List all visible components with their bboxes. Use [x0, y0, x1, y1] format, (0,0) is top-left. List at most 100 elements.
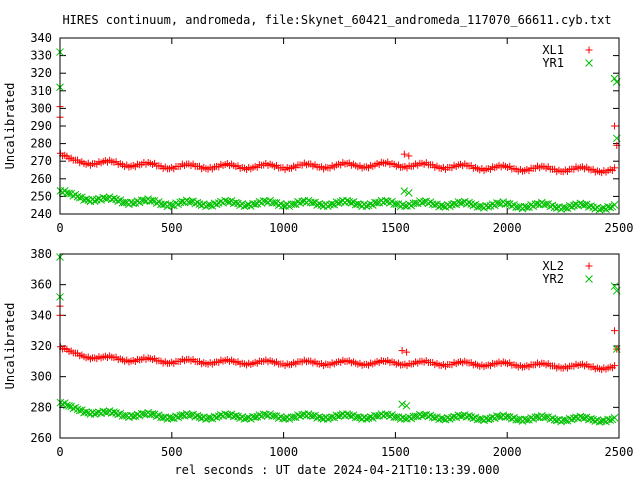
data-point [611, 164, 619, 172]
data-point [167, 201, 176, 210]
data-point [484, 202, 493, 211]
data-point [110, 194, 118, 203]
data-point [202, 415, 210, 423]
data-point [347, 199, 356, 207]
x-tick-label: 2500 [605, 445, 634, 459]
plot-frame [59, 253, 620, 439]
data-point [599, 416, 608, 425]
y-axis-label: Uncalibrated [3, 83, 17, 170]
x-tick-label: 500 [161, 221, 183, 235]
data-point [95, 194, 103, 203]
data-point [439, 202, 448, 211]
data-point [148, 196, 157, 205]
data-point [120, 198, 129, 207]
data-point [366, 413, 375, 421]
data-point [159, 413, 167, 422]
data-point [270, 198, 279, 207]
data-point [514, 203, 523, 212]
data-point [270, 412, 279, 420]
y-tick-label: 340 [30, 308, 52, 322]
data-point [90, 410, 99, 418]
data-point [450, 412, 458, 421]
data-point [557, 417, 565, 426]
data-point [561, 416, 570, 425]
data-point [475, 415, 484, 423]
data-point [240, 202, 249, 210]
series-xl2 [56, 302, 621, 374]
data-point [221, 410, 230, 418]
data-point [392, 200, 401, 208]
data-point [392, 413, 401, 421]
y-tick-label: 380 [30, 247, 52, 261]
data-point [152, 199, 161, 207]
series-yr1 [56, 48, 621, 214]
y-tick-label: 320 [30, 339, 52, 353]
outlier-point [403, 348, 411, 356]
data-point [202, 202, 210, 211]
data-point [110, 408, 118, 416]
data-point [75, 193, 84, 202]
data-point [475, 202, 484, 211]
data-point [411, 412, 420, 421]
data-point [610, 201, 619, 209]
x-tick-label: 2000 [493, 445, 522, 459]
data-point [542, 413, 550, 422]
data-point [309, 198, 317, 207]
x-tick-label: 0 [56, 221, 63, 235]
data-point [182, 409, 191, 418]
y-tick-label: 300 [30, 370, 52, 384]
data-point [82, 408, 90, 416]
data-point [259, 197, 268, 205]
data-point [587, 202, 595, 210]
data-point [552, 204, 561, 212]
data-point [232, 411, 240, 420]
x-tick-label: 1500 [381, 221, 410, 235]
data-point [437, 414, 446, 423]
data-point [450, 199, 458, 208]
data-point [353, 413, 362, 421]
outlier-point [402, 401, 411, 410]
data-point [488, 200, 497, 209]
data-point [580, 414, 589, 422]
data-point [206, 201, 215, 209]
data-point [197, 201, 206, 210]
data-point [401, 414, 409, 423]
plot-frame [59, 37, 620, 215]
data-point [430, 413, 439, 422]
data-point [458, 198, 467, 207]
data-point [315, 413, 324, 421]
data-point [469, 201, 478, 210]
data-point [120, 411, 129, 420]
data-point [334, 412, 343, 420]
outlier-point [405, 152, 413, 160]
data-point [65, 189, 73, 198]
data-point [65, 402, 73, 410]
top-panel: Uncalibrated 240 250 260 270 280 290 300 310 320 3… [3, 31, 633, 235]
outlier-point [398, 347, 406, 355]
legend-label-yr1: YR1 [542, 56, 564, 70]
outlier-point [611, 327, 619, 335]
data-point [420, 411, 428, 419]
data-point [334, 199, 343, 207]
data-point [465, 198, 473, 207]
data-point [221, 196, 230, 205]
data-point [495, 199, 503, 208]
bottom-panel: Uncalibrated 260 280 300 320 340 360 380 0 500 100… [3, 247, 633, 459]
x-axis-label: rel seconds : UT date 2024-04-21T10:13:3… [174, 463, 499, 477]
data-point [75, 406, 84, 415]
outlier-point [610, 74, 619, 83]
y-tick-label: 250 [30, 189, 52, 203]
data-point [328, 200, 336, 208]
data-point [328, 413, 336, 421]
data-point [381, 197, 390, 205]
data-point [296, 412, 304, 421]
data-point [522, 203, 531, 212]
data-point [595, 418, 604, 426]
data-point [129, 199, 138, 208]
data-point [411, 199, 420, 207]
data-point [187, 197, 195, 206]
data-point [178, 411, 187, 419]
data-point [456, 199, 465, 207]
data-point [386, 199, 394, 207]
